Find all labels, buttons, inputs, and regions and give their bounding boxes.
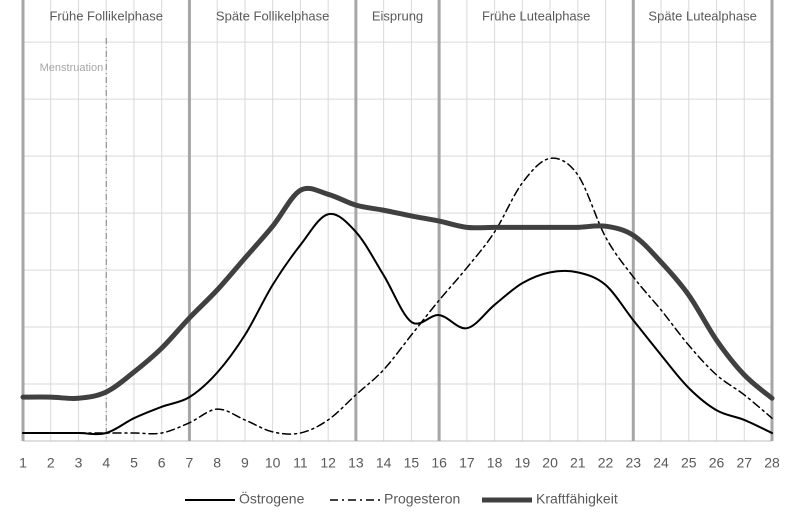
x-tick-label: 11 bbox=[293, 455, 308, 471]
x-tick-label: 5 bbox=[130, 455, 138, 471]
x-tick-label: 21 bbox=[570, 455, 586, 471]
phase-label: Frühe Lutealphase bbox=[482, 8, 590, 23]
x-tick-label: 7 bbox=[186, 455, 194, 471]
series-line bbox=[20, 185, 775, 401]
phase-label: Eisprung bbox=[372, 8, 423, 23]
x-tick-label: 17 bbox=[459, 455, 475, 471]
x-tick-label: 19 bbox=[515, 455, 531, 471]
x-tick-label: 25 bbox=[681, 455, 697, 471]
x-tick-label: 16 bbox=[431, 455, 447, 471]
legend-label: Kraftfähigkeit bbox=[536, 491, 618, 507]
legend-label: Östrogene bbox=[239, 490, 305, 507]
series-line bbox=[22, 157, 773, 435]
x-tick-label: 14 bbox=[376, 455, 392, 471]
x-tick-label: 1 bbox=[19, 455, 27, 471]
series-line bbox=[22, 212, 773, 436]
x-tick-label: 2 bbox=[47, 455, 55, 471]
x-tick-label: 3 bbox=[75, 455, 83, 471]
x-tick-label: 20 bbox=[542, 455, 558, 471]
x-tick-label: 22 bbox=[598, 455, 614, 471]
x-tick-label: 28 bbox=[764, 455, 780, 471]
x-tick-label: 24 bbox=[653, 455, 669, 471]
x-tick-label: 12 bbox=[320, 455, 336, 471]
x-tick-label: 6 bbox=[158, 455, 166, 471]
phase-label: Frühe Follikelphase bbox=[49, 8, 162, 23]
x-tick-label: 8 bbox=[213, 455, 221, 471]
x-tick-label: 27 bbox=[736, 455, 752, 471]
x-tick-label: 9 bbox=[241, 455, 249, 471]
x-tick-label: 15 bbox=[404, 455, 420, 471]
x-tick-label: 23 bbox=[626, 455, 642, 471]
x-tick-label: 13 bbox=[348, 455, 364, 471]
x-tick-label: 18 bbox=[487, 455, 503, 471]
x-tick-label: 26 bbox=[709, 455, 725, 471]
phase-label: Späte Lutealphase bbox=[648, 8, 756, 23]
phase-label: Späte Follikelphase bbox=[216, 8, 329, 23]
x-tick-label: 10 bbox=[265, 455, 281, 471]
menstruation-label: Menstruation bbox=[40, 62, 104, 74]
legend-label: Progesteron bbox=[384, 491, 460, 507]
x-tick-label: 4 bbox=[102, 455, 110, 471]
